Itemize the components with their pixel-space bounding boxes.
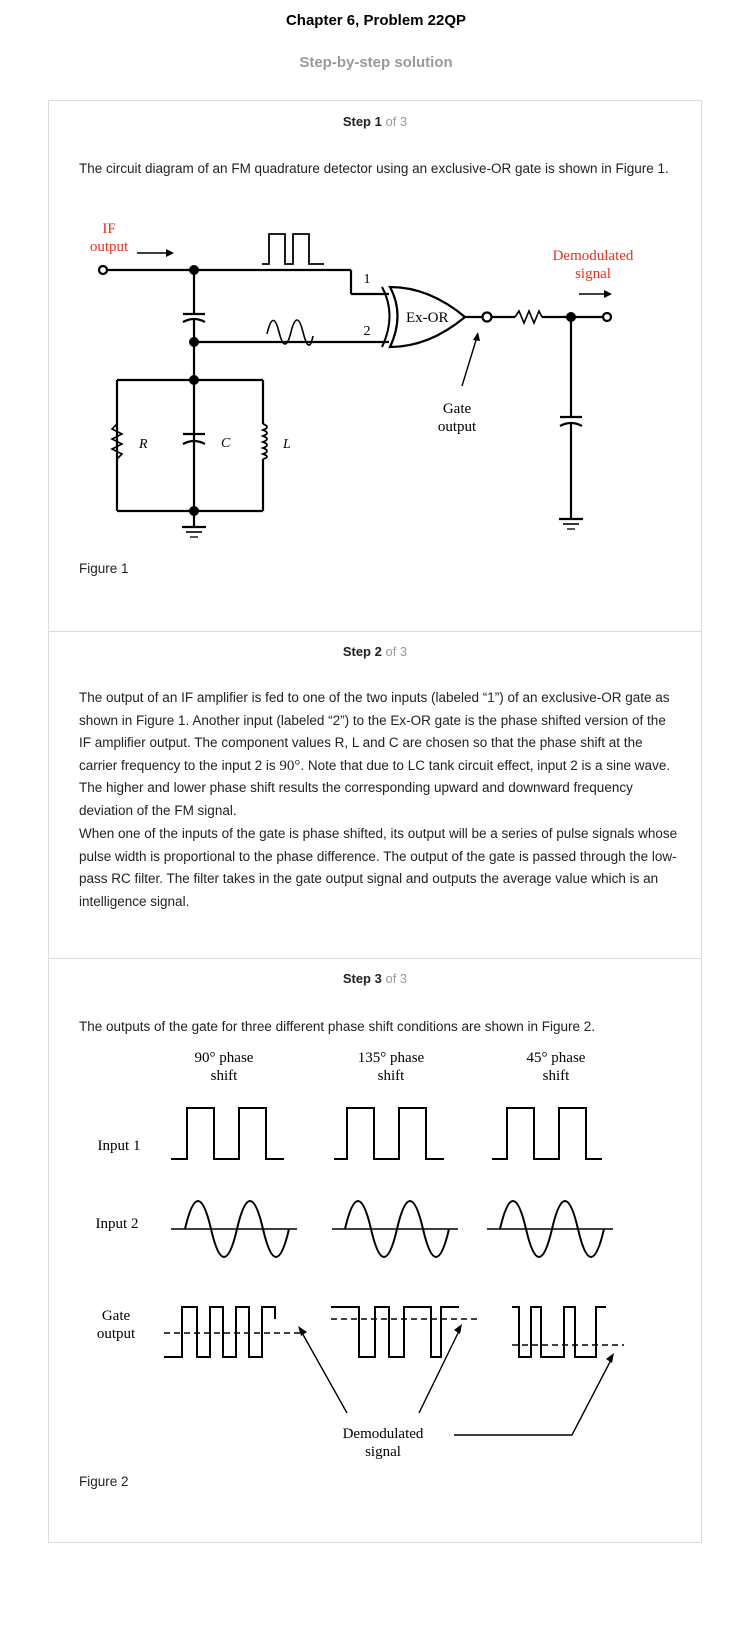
figure-1-circuit: IF output Demodulated signal 1 2 Ex-OR G… bbox=[90, 221, 634, 538]
step-heading: Step 2 of 3 bbox=[49, 644, 701, 659]
input-1-wave bbox=[492, 1107, 602, 1160]
row-label: Input 2 bbox=[96, 1216, 139, 1232]
input-2-wave bbox=[184, 1200, 290, 1258]
step-card-1: Step 1 of 3 The circuit diagram of an FM… bbox=[48, 100, 702, 632]
terminal-in bbox=[97, 264, 109, 276]
step-number: Step 3 bbox=[342, 971, 382, 986]
input-1-wave bbox=[334, 1107, 444, 1160]
arrow-head bbox=[604, 290, 612, 298]
column-header: 45° phase bbox=[527, 1050, 586, 1066]
input-2-wave bbox=[344, 1200, 450, 1258]
junction-dot bbox=[189, 506, 199, 516]
input-2-wave bbox=[499, 1200, 605, 1258]
gate-output-label: Gate bbox=[443, 401, 472, 417]
row-label: output bbox=[97, 1326, 136, 1342]
arrow-head bbox=[473, 332, 480, 341]
step-number: Step 2 bbox=[342, 644, 382, 659]
row-label: Input 1 bbox=[98, 1138, 141, 1154]
demodulated-signal-label: Demodulated bbox=[343, 1426, 424, 1442]
demodulated-signal-label: Demodulated bbox=[553, 248, 634, 264]
column-header: 135° phase bbox=[358, 1050, 425, 1066]
gate-output-label: output bbox=[438, 419, 477, 435]
step-heading: Step 3 of 3 bbox=[49, 971, 701, 986]
step-card-2: Step 2 of 3 The output of an IF amplifie… bbox=[48, 631, 702, 959]
page-subtitle: Step-by-step solution bbox=[299, 54, 453, 71]
junction-dot bbox=[189, 375, 199, 385]
junction-dot bbox=[189, 265, 199, 275]
figure-2-waveforms: 90° phase shift 135° phase shift 45° pha… bbox=[96, 1050, 624, 1460]
step-total: of 3 bbox=[385, 644, 408, 659]
step-total: of 3 bbox=[385, 971, 408, 986]
gate-output-wave bbox=[512, 1306, 606, 1358]
column-header: shift bbox=[543, 1068, 571, 1084]
figure-caption: Figure 2 bbox=[79, 1474, 129, 1489]
phase-value: 90° bbox=[279, 757, 301, 774]
terminal-out bbox=[601, 311, 613, 323]
junction-dot bbox=[566, 312, 576, 322]
resistor-label: R bbox=[138, 437, 148, 452]
step-text-part: . Note that due to LC tank circuit effec… bbox=[79, 757, 671, 818]
arrow-head bbox=[298, 1326, 307, 1336]
demodulated-signal-label: signal bbox=[575, 266, 611, 282]
row-label: Gate bbox=[102, 1308, 131, 1324]
if-output-label: IF bbox=[102, 221, 115, 237]
step-text: The circuit diagram of an FM quadrature … bbox=[79, 161, 669, 176]
step-number: Step 1 bbox=[342, 114, 382, 129]
arrow-head bbox=[454, 1324, 462, 1334]
gate-output-bubble bbox=[481, 311, 493, 323]
step-text-part: The output of an IF amplifier is fed to … bbox=[79, 690, 670, 773]
capacitor-label: C bbox=[221, 436, 231, 451]
input-2-label: 2 bbox=[364, 324, 371, 339]
step-text: When one of the inputs of the gate is ph… bbox=[79, 826, 678, 909]
arrow-head bbox=[166, 249, 174, 257]
gate-name-label: Ex-OR bbox=[406, 310, 449, 326]
column-header: shift bbox=[211, 1068, 239, 1084]
demodulated-signal-label: signal bbox=[365, 1444, 401, 1460]
page-title: Chapter 6, Problem 22QP bbox=[285, 12, 467, 29]
step-total: of 3 bbox=[385, 114, 408, 129]
step-text: The output of an IF amplifier is fed to … bbox=[79, 687, 679, 822]
junction-dot bbox=[189, 337, 199, 347]
step-text: The outputs of the gate for three differ… bbox=[79, 1019, 596, 1034]
input-1-label: 1 bbox=[364, 272, 371, 287]
column-header: shift bbox=[378, 1068, 406, 1084]
inductor-label: L bbox=[282, 437, 291, 452]
if-output-label: output bbox=[90, 239, 129, 255]
step-heading: Step 1 of 3 bbox=[49, 114, 701, 129]
column-header: 90° phase bbox=[195, 1050, 254, 1066]
gate-output-wave bbox=[331, 1306, 459, 1358]
figure-caption: Figure 1 bbox=[79, 561, 129, 576]
input-1-wave bbox=[171, 1107, 284, 1160]
arrow-head bbox=[606, 1353, 614, 1363]
gate-output-wave bbox=[164, 1306, 276, 1358]
step-card-3: Step 3 of 3 The outputs of the gate for … bbox=[48, 958, 702, 1543]
